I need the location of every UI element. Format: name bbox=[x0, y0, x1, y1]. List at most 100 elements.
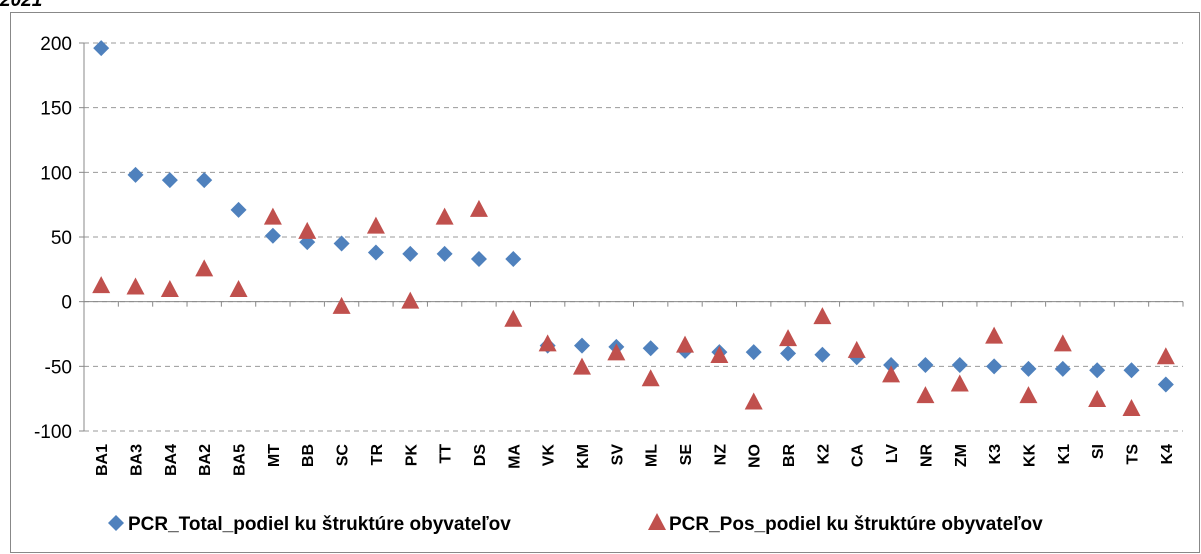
y-tick-label: 150 bbox=[40, 99, 72, 120]
point bbox=[367, 244, 384, 261]
point bbox=[676, 335, 695, 353]
point bbox=[1089, 362, 1106, 379]
point bbox=[1054, 360, 1071, 377]
legend-marker bbox=[648, 513, 666, 530]
point bbox=[263, 207, 282, 225]
point bbox=[264, 227, 281, 244]
point bbox=[1088, 389, 1107, 407]
point bbox=[780, 345, 797, 362]
x-tick-label: BA4 bbox=[163, 444, 180, 476]
point bbox=[847, 340, 866, 358]
y-tick-label: -100 bbox=[34, 422, 72, 443]
point bbox=[1020, 360, 1037, 377]
point bbox=[366, 216, 385, 234]
point bbox=[745, 344, 762, 361]
point bbox=[160, 280, 179, 298]
point bbox=[916, 386, 935, 404]
point bbox=[642, 340, 659, 357]
point bbox=[195, 259, 214, 277]
point bbox=[744, 392, 763, 410]
point bbox=[92, 276, 111, 294]
point bbox=[504, 309, 523, 327]
x-tick-label: KK bbox=[1021, 444, 1038, 468]
x-tick-label: SV bbox=[609, 444, 626, 466]
x-tick-label: TR bbox=[369, 444, 386, 466]
x-tick-label: LV bbox=[884, 444, 901, 464]
legend-label: PCR_Pos_podiel ku štruktúre obyvateľov bbox=[669, 514, 1043, 535]
x-tick-label: CA bbox=[850, 444, 867, 468]
point bbox=[333, 235, 350, 252]
legend-label: PCR_Total_podiel ku štruktúre obyvateľov bbox=[128, 514, 511, 535]
x-tick-label: BA1 bbox=[94, 444, 111, 476]
point bbox=[435, 207, 454, 225]
point bbox=[882, 365, 901, 383]
x-tick-label: VK bbox=[541, 444, 558, 467]
x-tick-label: ML bbox=[644, 444, 661, 467]
x-tick-label: BA5 bbox=[232, 444, 249, 476]
point bbox=[607, 343, 626, 361]
chart-frame bbox=[10, 12, 1200, 553]
x-tick-label: K3 bbox=[987, 444, 1004, 465]
point bbox=[196, 172, 213, 189]
x-tick-label: BA2 bbox=[197, 444, 214, 476]
x-tick-label: DS bbox=[472, 444, 489, 467]
y-tick-label: -50 bbox=[45, 357, 72, 378]
point bbox=[469, 199, 488, 217]
point bbox=[779, 329, 798, 347]
point bbox=[813, 307, 832, 325]
point bbox=[436, 245, 453, 262]
y-tick-label: 200 bbox=[40, 34, 72, 55]
x-tick-label: ZM bbox=[953, 444, 970, 467]
x-tick-label: TT bbox=[438, 444, 455, 464]
y-tick-label: 100 bbox=[40, 163, 72, 184]
x-tick-label: BR bbox=[781, 444, 798, 468]
point bbox=[230, 201, 247, 218]
point bbox=[1122, 399, 1141, 417]
point bbox=[986, 358, 1003, 375]
y-tick-label: 0 bbox=[61, 293, 72, 314]
point bbox=[572, 357, 591, 375]
point bbox=[401, 291, 420, 309]
x-tick-label: PK bbox=[403, 444, 420, 467]
legend-marker bbox=[108, 515, 124, 531]
point bbox=[1053, 334, 1072, 352]
point bbox=[985, 326, 1004, 344]
x-tick-label: MT bbox=[266, 444, 283, 467]
point bbox=[161, 172, 178, 189]
point bbox=[126, 277, 145, 295]
point bbox=[1156, 347, 1175, 365]
point bbox=[505, 250, 522, 267]
point bbox=[332, 296, 351, 314]
point bbox=[1019, 386, 1038, 404]
chart-title: 2021 bbox=[0, 0, 42, 11]
point bbox=[127, 166, 144, 183]
x-tick-label: NO bbox=[747, 444, 764, 468]
point bbox=[538, 334, 557, 352]
point bbox=[229, 280, 248, 298]
point bbox=[298, 221, 317, 239]
x-tick-label: SI bbox=[1090, 444, 1107, 459]
point bbox=[1157, 376, 1174, 393]
point bbox=[814, 346, 831, 363]
x-tick-label: K1 bbox=[1056, 444, 1073, 465]
point bbox=[917, 357, 934, 374]
point bbox=[573, 337, 590, 354]
x-tick-label: BA3 bbox=[129, 444, 146, 476]
x-tick-label: K4 bbox=[1159, 444, 1176, 465]
x-tick-label: SC bbox=[335, 444, 352, 467]
point bbox=[883, 357, 900, 374]
x-tick-label: KM bbox=[575, 444, 592, 469]
point bbox=[641, 369, 660, 387]
point bbox=[1123, 362, 1140, 379]
x-tick-label: BB bbox=[300, 444, 317, 467]
point bbox=[93, 40, 110, 57]
point bbox=[951, 357, 968, 374]
x-tick-label: MA bbox=[506, 444, 523, 469]
point bbox=[710, 345, 729, 363]
x-tick-label: SE bbox=[678, 444, 695, 466]
y-tick-label: 50 bbox=[51, 228, 72, 249]
point bbox=[470, 250, 487, 267]
x-tick-label: NR bbox=[918, 444, 935, 468]
x-tick-label: TS bbox=[1124, 444, 1141, 465]
